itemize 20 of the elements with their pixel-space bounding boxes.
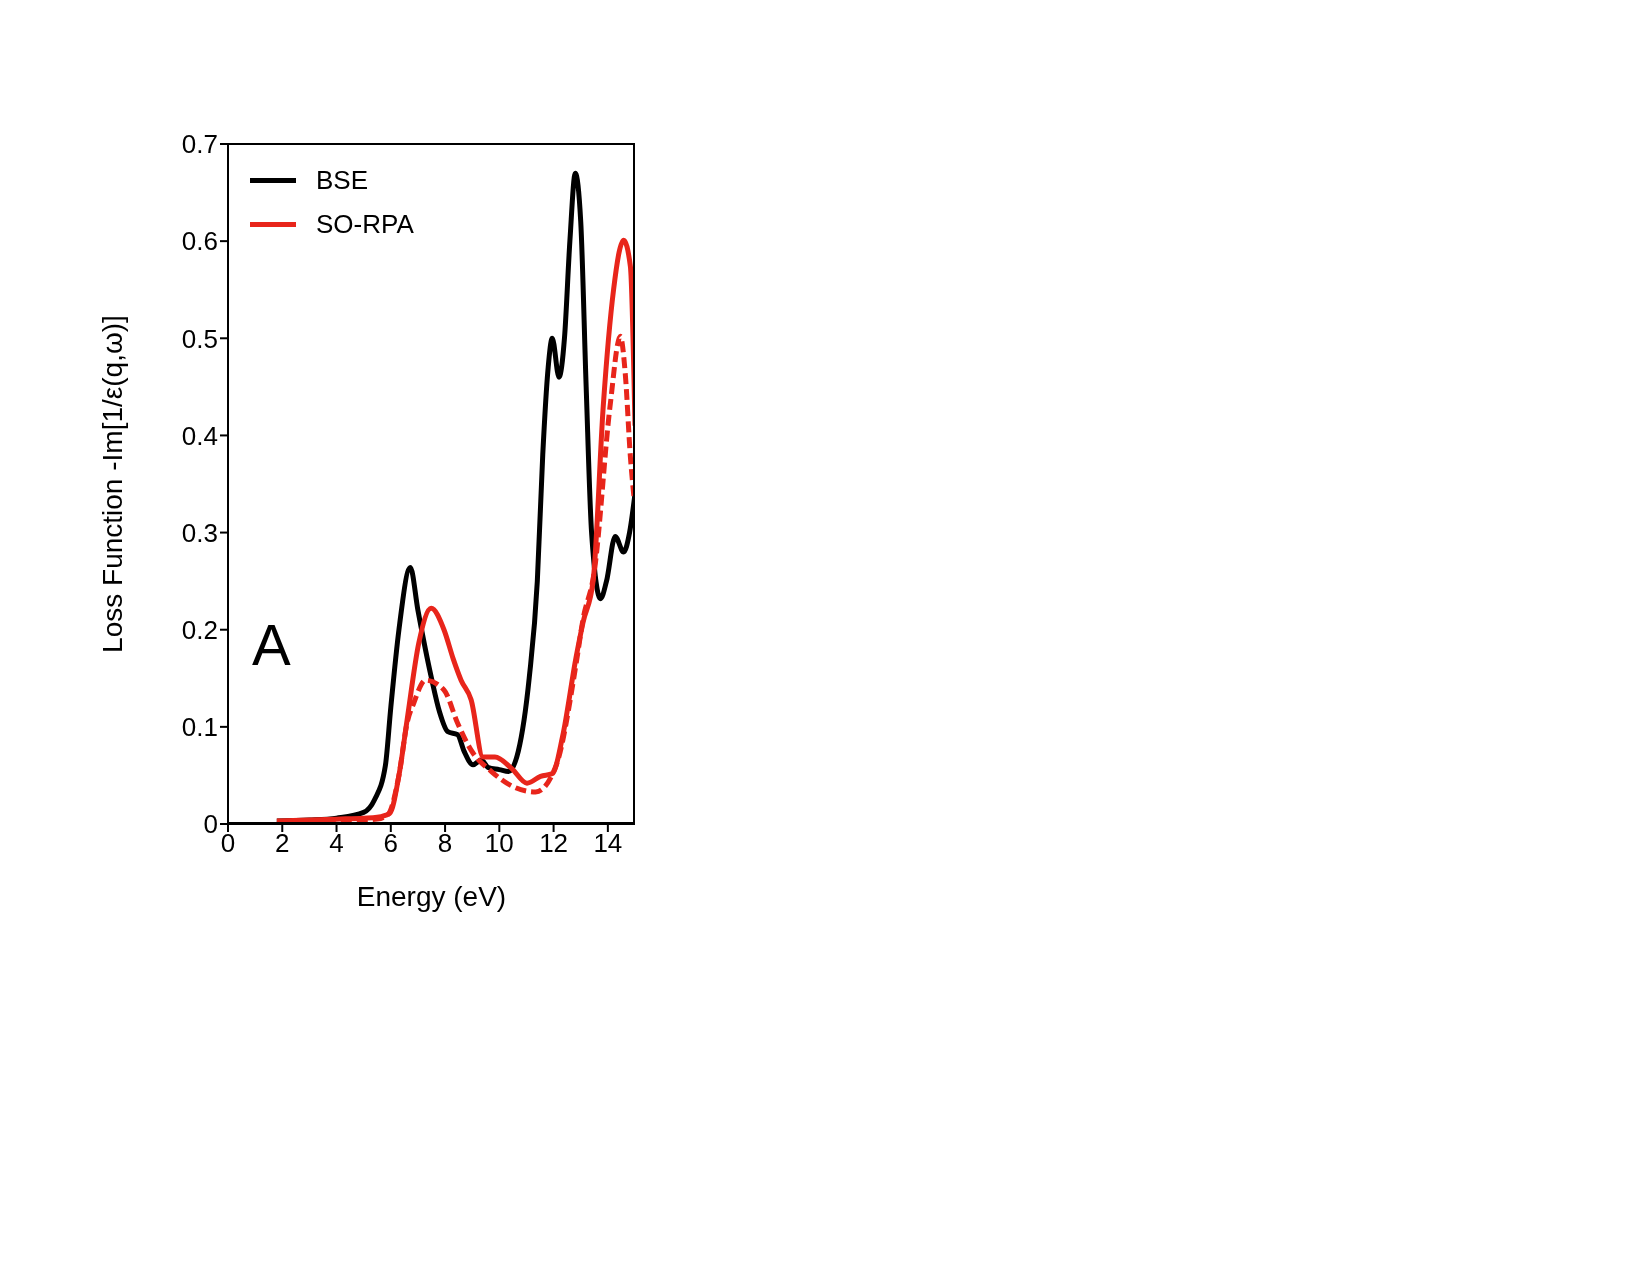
legend-label: SO-RPA (316, 208, 414, 241)
x-tick-label: 10 (484, 828, 514, 859)
y-axis-title: Loss Function -Im[1/ε(q,ω)] (96, 315, 128, 653)
x-tick-label: 2 (275, 828, 290, 859)
legend-label: BSE (316, 164, 369, 197)
x-tick-label: 6 (383, 828, 399, 859)
panel-letter: A (252, 616, 291, 674)
y-tick-label: 0.1 (181, 712, 218, 743)
y-tick-label: 0 (203, 809, 218, 840)
x-tick-label: 8 (437, 828, 453, 859)
x-tick-label: 4 (329, 828, 344, 859)
y-tick-label: 0.5 (181, 323, 218, 354)
y-tick-label: 0.2 (181, 614, 218, 645)
x-tick-label: 12 (539, 828, 569, 859)
y-tick-label: 0.6 (181, 226, 218, 257)
x-tick-label: 14 (593, 828, 623, 859)
y-tick-label: 0.7 (181, 129, 218, 160)
y-tick-label: 0.3 (181, 517, 218, 548)
y-tick-label: 0.4 (181, 420, 218, 451)
x-axis-title: Energy (eV) (356, 881, 507, 912)
